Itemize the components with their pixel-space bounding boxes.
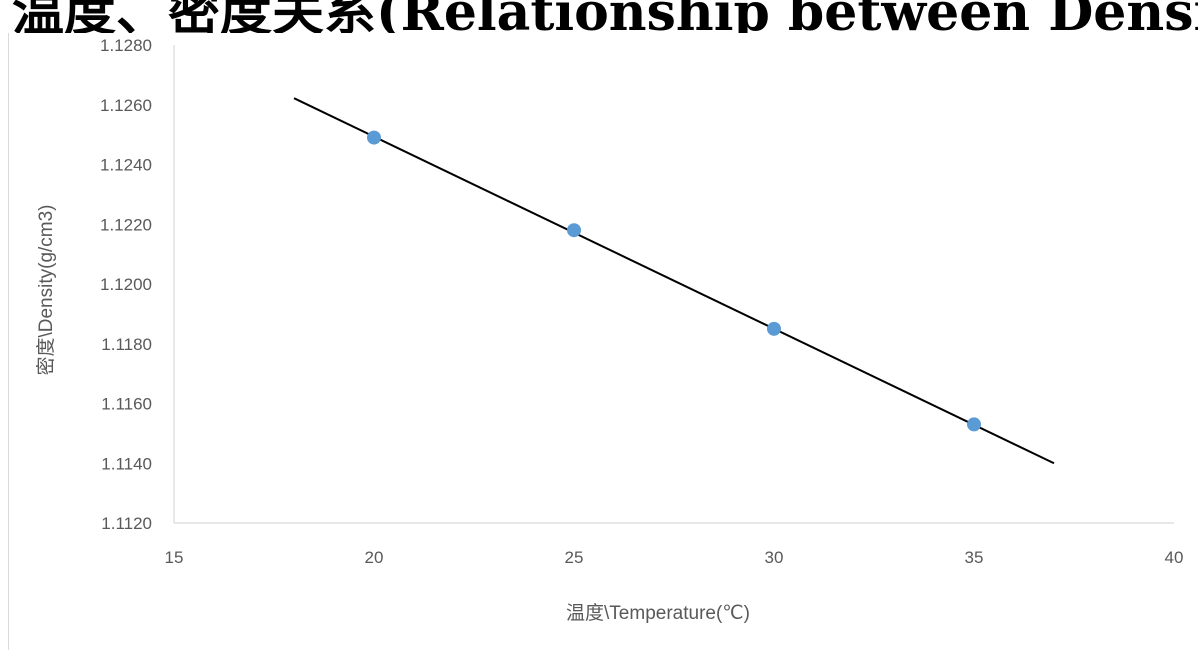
data-point: [367, 130, 381, 145]
x-tick-label: 35: [965, 548, 984, 567]
y-tick-label: 1.1260: [100, 96, 152, 115]
x-tick-label: 15: [165, 548, 184, 567]
y-tick-label: 1.1160: [101, 395, 152, 414]
y-tick-label: 1.1200: [100, 275, 152, 294]
chart-border: [8, 33, 1198, 650]
y-tick-label: 1.1220: [100, 215, 152, 234]
trendline: [293, 97, 1055, 465]
y-tick-label: 1.1240: [100, 156, 152, 175]
chart-title: 温度、密度关系(Relationship between Density and…: [12, 0, 1198, 33]
x-tick-label: 20: [365, 548, 384, 567]
y-tick-label: 1.1140: [101, 454, 152, 473]
data-point: [967, 417, 981, 432]
title-banner: 温度、密度关系(Relationship between Density and…: [0, 0, 1198, 33]
data-point: [567, 223, 581, 238]
data-point: [767, 321, 781, 336]
x-axis-title: 温度\Temperature(℃): [566, 602, 750, 624]
x-tick-label: 40: [1165, 548, 1184, 567]
x-tick-label: 25: [565, 548, 584, 567]
y-tick-label: 1.1120: [101, 514, 152, 533]
x-tick-label: 30: [765, 548, 784, 567]
y-tick-label: 1.1280: [100, 36, 152, 55]
y-axis-title: 密度\Density(g/cm3): [35, 204, 57, 375]
y-tick-label: 1.1180: [101, 335, 152, 354]
